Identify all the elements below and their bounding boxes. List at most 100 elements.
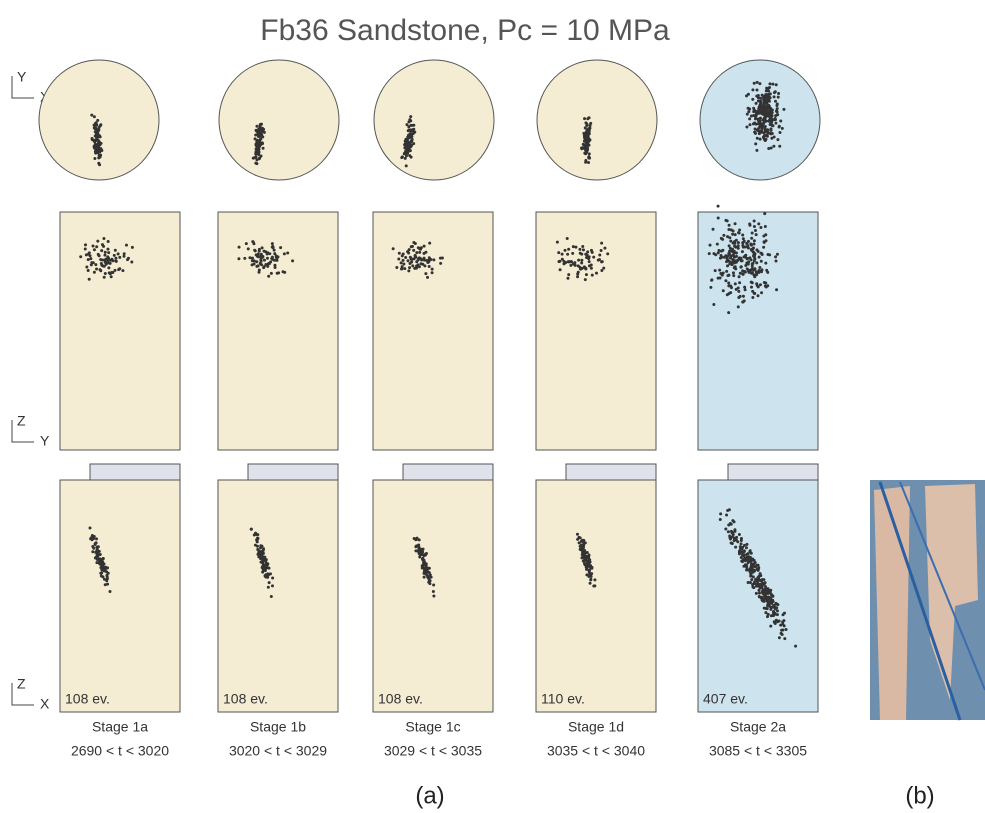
event-dot (745, 125, 749, 129)
event-dot (237, 245, 241, 249)
event-dot (743, 285, 747, 289)
event-dot (92, 146, 96, 150)
event-dot (771, 82, 775, 86)
event-dot (758, 116, 762, 120)
event-dot (724, 527, 728, 531)
event-dot (256, 552, 260, 556)
event-dot (741, 269, 745, 273)
event-dot (721, 248, 725, 252)
event-dot (760, 579, 764, 583)
event-dot (391, 247, 395, 251)
event-dot (403, 267, 407, 271)
event-dot (771, 124, 775, 128)
event-dot (261, 564, 265, 568)
event-dot (273, 252, 277, 256)
figure-label: (a) (415, 782, 444, 809)
event-dot (748, 580, 752, 584)
stage-name: Stage 1d (568, 719, 624, 735)
event-dot (754, 101, 758, 105)
event-dot (741, 233, 745, 237)
event-dot (254, 531, 258, 535)
event-dot (760, 112, 764, 116)
event-dot (731, 229, 735, 233)
event-dot (775, 107, 779, 111)
event-dot (255, 260, 259, 264)
event-dot (733, 233, 737, 237)
event-dot (777, 124, 781, 128)
event-dot (94, 537, 98, 541)
event-dot (763, 134, 767, 138)
event-dot (587, 127, 591, 131)
event-dot (264, 561, 268, 565)
event-dot (759, 259, 763, 263)
event-dot (748, 123, 752, 127)
event-dot (753, 228, 757, 232)
event-dot (121, 269, 125, 273)
event-dot (106, 566, 110, 570)
event-dot (750, 562, 754, 566)
event-dot (411, 264, 415, 268)
event-dot (266, 264, 270, 268)
event-dot (753, 256, 757, 260)
event-dot (760, 291, 764, 295)
event-dot (749, 114, 753, 118)
event-dot (407, 251, 411, 255)
event-dot (281, 270, 285, 274)
event-dot (739, 538, 743, 542)
event-count: 110 ev. (541, 691, 585, 707)
event-dot (92, 115, 96, 119)
event-dot (93, 150, 97, 154)
event-dot (90, 261, 94, 265)
event-dot (735, 535, 739, 539)
event-dot (745, 568, 749, 572)
event-dot (96, 144, 100, 148)
event-dot (777, 636, 781, 640)
event-dot (558, 268, 562, 272)
event-dot (770, 131, 774, 135)
event-dot (577, 541, 581, 545)
event-dot (766, 128, 770, 132)
event-dot (83, 247, 87, 251)
event-dot (764, 119, 768, 123)
event-dot (590, 250, 594, 254)
event-dot (766, 110, 770, 114)
event-dot (427, 566, 431, 570)
event-dot (758, 137, 762, 141)
event-dot (727, 228, 731, 232)
event-dot (712, 302, 716, 306)
event-dot (583, 117, 587, 121)
event-dot (758, 119, 762, 123)
event-dot (273, 265, 277, 269)
event-dot (763, 284, 767, 288)
event-dot (257, 255, 261, 259)
event-dot (83, 243, 87, 247)
event-dot (584, 148, 588, 152)
event-dot (780, 126, 784, 130)
event-dot (742, 239, 746, 243)
event-dot (794, 644, 798, 648)
event-dot (410, 138, 414, 142)
event-dot (753, 580, 757, 584)
event-dot (255, 140, 259, 144)
event-dot (747, 260, 751, 264)
event-dot (739, 542, 743, 546)
event-dot (762, 578, 766, 582)
event-dot (580, 261, 584, 265)
event-dot (593, 578, 597, 582)
event-dot (730, 535, 734, 539)
event-dot (751, 97, 755, 101)
event-dot (114, 256, 118, 260)
event-dot (411, 128, 415, 132)
event-dot (745, 542, 749, 546)
event-dot (416, 258, 420, 262)
event-dot (258, 261, 262, 265)
event-dot (781, 628, 785, 632)
event-dot (90, 113, 94, 117)
event-dot (727, 281, 731, 285)
event-dot (775, 609, 779, 613)
event-dot (745, 241, 749, 245)
event-dot (440, 256, 444, 260)
event-dot (85, 265, 89, 269)
event-dot (759, 225, 763, 229)
event-dot (409, 145, 413, 149)
